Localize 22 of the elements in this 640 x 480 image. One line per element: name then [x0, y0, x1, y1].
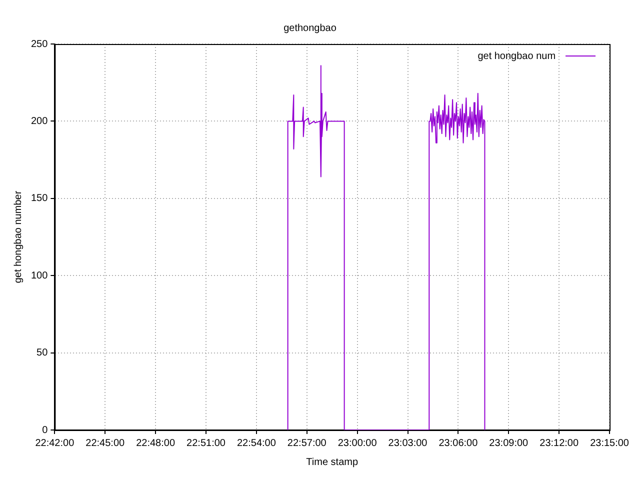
- x-tick-label: 22:48:00: [136, 438, 176, 449]
- x-tick-label: 22:42:00: [35, 438, 75, 449]
- y-tick-label: 0: [42, 424, 48, 436]
- x-tick-label: 23:12:00: [540, 438, 579, 449]
- y-tick-label: 250: [30, 38, 48, 50]
- x-tick-label: 23:15:00: [590, 438, 630, 449]
- y-axis-title: get hongbao number: [12, 190, 24, 284]
- x-tick-label: 23:00:00: [338, 438, 378, 449]
- x-tick-label: 22:54:00: [236, 438, 276, 449]
- chart-title: gethongbao: [284, 22, 337, 34]
- x-tick-label: 22:45:00: [86, 438, 126, 449]
- y-tick-label: 50: [36, 348, 48, 359]
- y-tick-label: 150: [30, 193, 48, 204]
- x-tick-label: 23:06:00: [438, 438, 478, 449]
- legend-label: get hongbao num: [478, 50, 556, 62]
- x-tick-label: 22:57:00: [287, 438, 327, 449]
- x-tick-label: 23:03:00: [388, 438, 428, 449]
- x-axis-title: Time stamp: [306, 456, 358, 468]
- y-tick-label: 100: [30, 270, 48, 282]
- x-tick-label: 23:09:00: [489, 438, 529, 449]
- y-tick-label: 200: [30, 116, 48, 127]
- x-tick-label: 22:51:00: [186, 438, 226, 449]
